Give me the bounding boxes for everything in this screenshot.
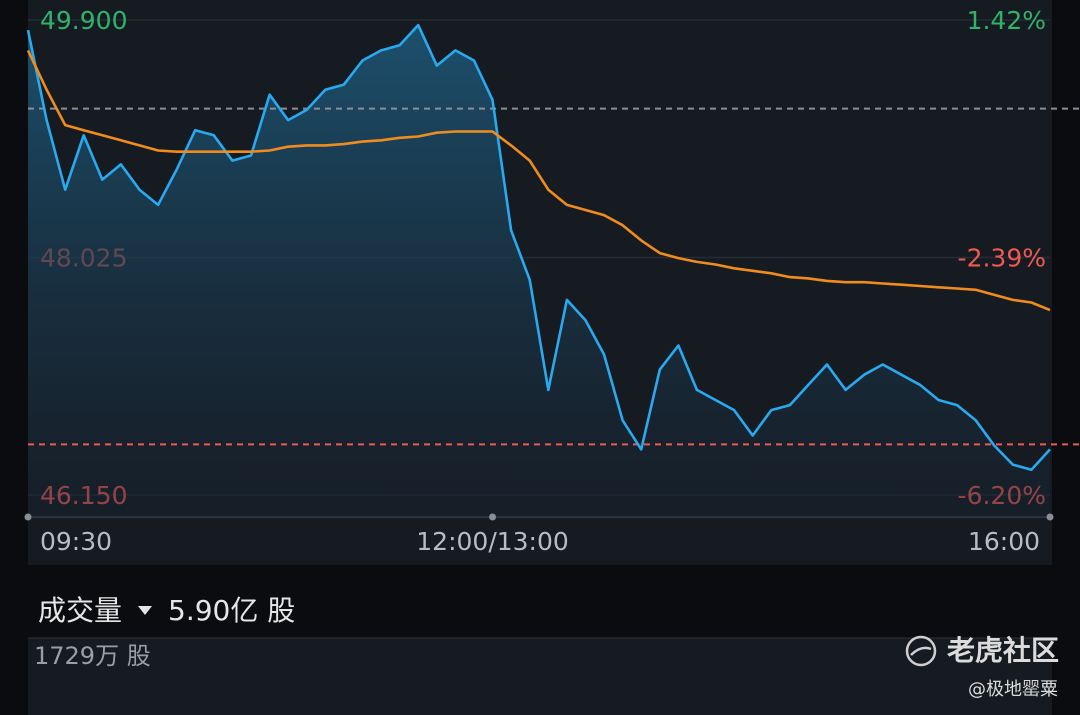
x-tick-dot <box>489 513 497 521</box>
volume-dropdown[interactable] <box>138 606 152 615</box>
x-tick-label: 12:00/13:00 <box>416 527 569 556</box>
y-tick-label: 49.900 <box>40 6 127 35</box>
y2-tick-label: 1.42% <box>967 6 1046 35</box>
watermark-logo <box>905 635 937 667</box>
volume-total: 5.90亿 股 <box>168 594 295 627</box>
volume-max: 1729万 股 <box>34 642 151 670</box>
y2-tick-label: -2.39% <box>958 244 1046 273</box>
x-tick-dot <box>1046 513 1054 521</box>
x-tick-dot <box>24 513 32 521</box>
price-line <box>26 23 1051 471</box>
volume-label: 成交量 <box>38 594 122 627</box>
volume-panel <box>28 638 1052 715</box>
x-tick-label: 09:30 <box>40 527 112 556</box>
watermark-user: @极地罂粟 <box>968 679 1058 700</box>
watermark-logo-mark <box>910 646 932 656</box>
average-line <box>26 49 1051 312</box>
x-tick-label: 16:00 <box>968 527 1040 556</box>
watermark-brand: 老虎社区 <box>947 634 1059 667</box>
